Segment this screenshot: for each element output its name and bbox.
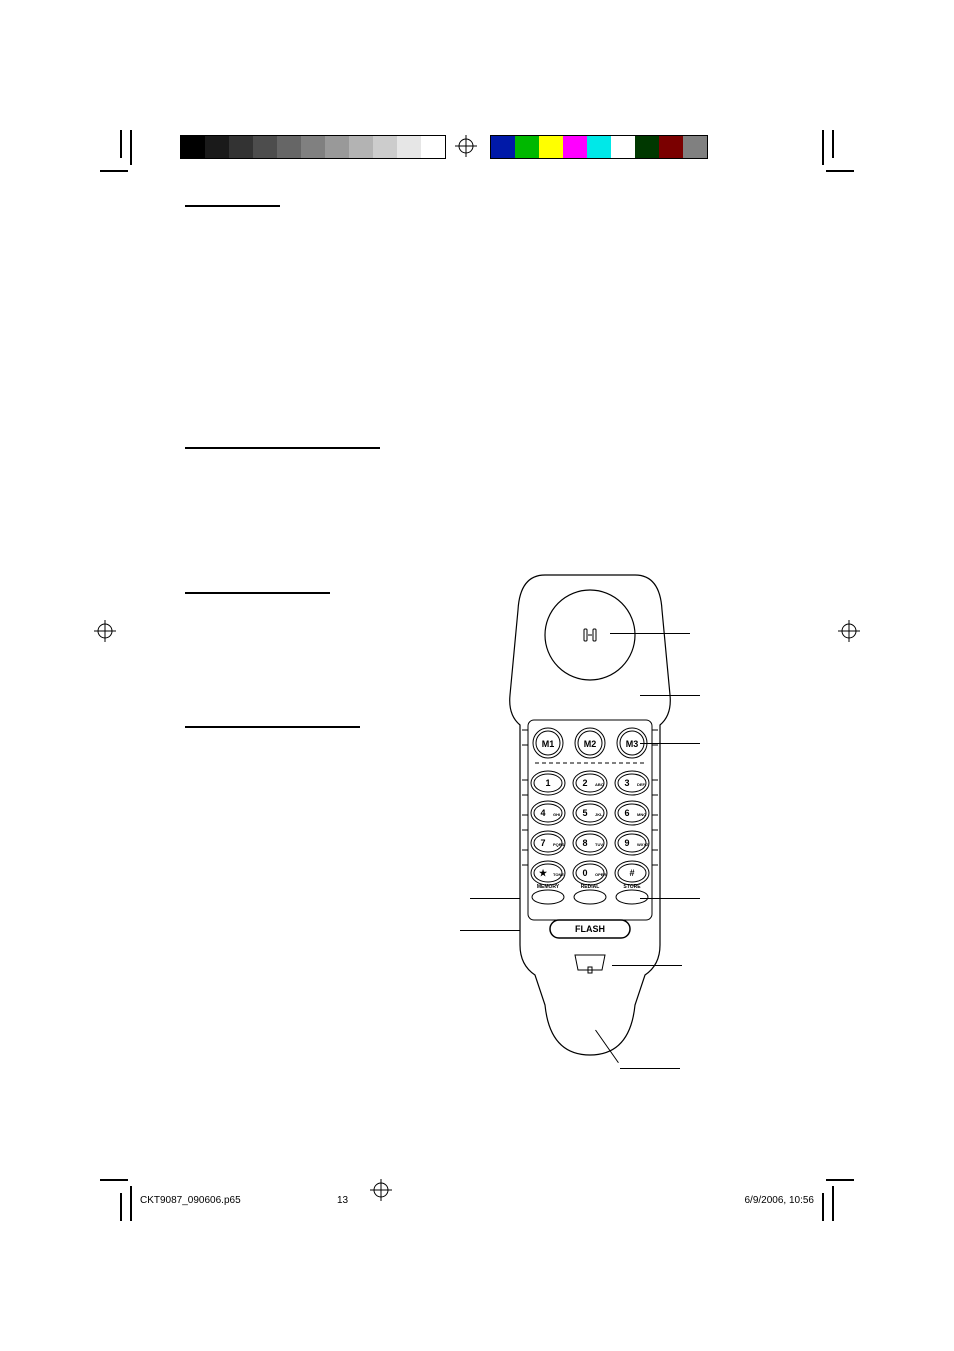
svg-text:0: 0 — [582, 868, 587, 878]
svg-text:M1: M1 — [542, 739, 555, 749]
svg-text:TUV: TUV — [595, 842, 603, 847]
callout-line-mic-h — [620, 1068, 680, 1069]
svg-text:TONE: TONE — [553, 872, 564, 877]
section-rule-1 — [185, 205, 280, 207]
section-rule-4 — [185, 726, 360, 728]
callout-line-store — [640, 898, 700, 899]
svg-text:ABC: ABC — [595, 782, 604, 787]
svg-text:GHI: GHI — [553, 812, 560, 817]
svg-text:6: 6 — [624, 808, 629, 818]
svg-text:9: 9 — [624, 838, 629, 848]
page-footer: CKT9087_090606.p65 13 6/9/2006, 10:56 — [140, 1195, 814, 1206]
svg-text:2: 2 — [582, 778, 587, 788]
registration-mark-left — [94, 620, 116, 642]
svg-text:3: 3 — [624, 778, 629, 788]
flash-label: FLASH — [575, 924, 605, 934]
svg-text:★: ★ — [539, 868, 548, 878]
callout-line-memory-btn — [470, 898, 520, 899]
store-label: STORE — [623, 884, 641, 890]
grayscale-calibration-bar — [180, 135, 446, 159]
callout-line-body — [640, 695, 700, 696]
svg-text:WXYZ: WXYZ — [637, 842, 649, 847]
callout-line-flash — [460, 930, 520, 931]
section-rule-2 — [185, 447, 380, 449]
svg-text:8: 8 — [582, 838, 587, 848]
registration-mark-right — [838, 620, 860, 642]
svg-text:JKL: JKL — [595, 812, 603, 817]
svg-text:M3: M3 — [626, 739, 639, 749]
phone-illustration: M1 M2 M3 1 2 ABC 3 DEF 4 GHI 5 JKL 6 MNO 7 PQRS 8 TUV 9 WX… — [490, 565, 750, 1085]
svg-text:OPER: OPER — [595, 872, 606, 877]
footer-datetime: 6/9/2006, 10:56 — [744, 1195, 814, 1206]
svg-text:7: 7 — [540, 838, 545, 848]
svg-text:DEF: DEF — [637, 782, 646, 787]
svg-text:MNO: MNO — [637, 812, 646, 817]
section-rule-3 — [185, 592, 330, 594]
svg-text:M2: M2 — [584, 739, 597, 749]
redial-label: REDIAL — [581, 884, 600, 890]
callout-line-memory-row — [640, 743, 700, 744]
footer-page-number: 13 — [337, 1195, 348, 1206]
callout-line-earpiece — [610, 633, 690, 634]
svg-text:5: 5 — [582, 808, 587, 818]
footer-filename: CKT9087_090606.p65 — [140, 1195, 241, 1206]
svg-text:#: # — [629, 868, 634, 878]
svg-text:1: 1 — [545, 778, 550, 788]
svg-text:PQRS: PQRS — [553, 842, 565, 847]
color-calibration-bar — [490, 135, 708, 159]
registration-mark-top — [455, 135, 477, 157]
memory-label: MEMORY — [537, 884, 560, 890]
callout-line-retainer — [612, 965, 682, 966]
svg-text:4: 4 — [540, 808, 545, 818]
